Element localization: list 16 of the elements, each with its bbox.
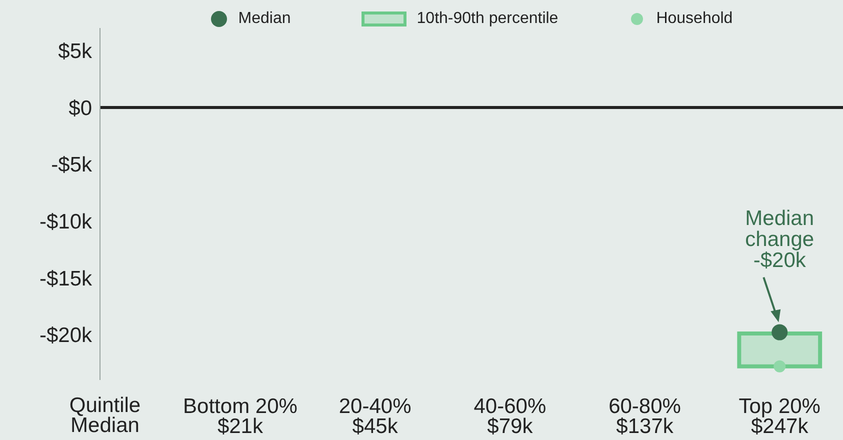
y-tick-label: -$15k	[39, 267, 92, 290]
y-tick-label: -$10k	[39, 210, 92, 234]
y-tick-label: $0	[68, 96, 92, 120]
x-tick-label: 20-40% $45k	[338, 394, 412, 438]
annotation: Median change -$20k	[744, 206, 816, 272]
x-tick-label: 40-60% $79k	[474, 394, 546, 438]
x-axis-title: Quintile Median	[68, 394, 142, 437]
y-tick-label: $5k	[58, 40, 92, 64]
legend-label: 10th-90th percentile	[416, 10, 558, 28]
legend-label: Median	[238, 10, 291, 28]
y-tick-label: -$20k	[39, 324, 92, 348]
x-tick-label: Top 20% $247k	[738, 394, 820, 438]
y-tick-label: -$5k	[51, 154, 92, 177]
x-tick-label: Bottom 20% $21k	[183, 394, 298, 438]
legend-label: Household	[656, 10, 733, 28]
x-tick-label: 60-80% $137k	[608, 394, 681, 438]
